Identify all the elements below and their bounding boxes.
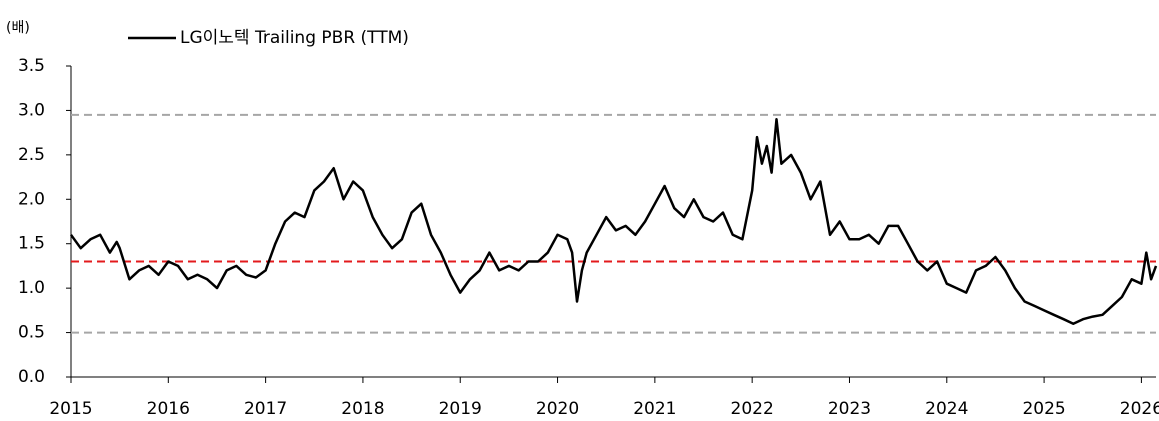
legend-label: LG이노텍 Trailing PBR (TTM) [180, 28, 409, 48]
y-tick-label: 0.0 [18, 367, 45, 387]
x-tick-label: 2023 [828, 399, 871, 419]
x-tick-label: 2024 [925, 399, 968, 419]
x-tick-label: 2021 [633, 399, 676, 419]
y-unit: (배) [6, 20, 30, 36]
x-tick-label: 2019 [439, 399, 482, 419]
y-tick-label: 0.5 [18, 323, 45, 343]
y-tick-label: 2.5 [18, 145, 45, 165]
x-tick-label: 2018 [341, 399, 384, 419]
y-tick-label: 2.0 [18, 189, 45, 209]
y-tick-label: 3.0 [18, 100, 45, 120]
x-tick-label: 2015 [49, 399, 92, 419]
y-tick-label: 1.5 [18, 234, 45, 254]
x-tick-label: 2022 [731, 399, 774, 419]
y-tick-label: 1.0 [18, 278, 45, 298]
y-tick-label: 3.5 [18, 56, 45, 76]
x-tick-label: 2025 [1022, 399, 1065, 419]
x-tick-label: 2016 [147, 399, 190, 419]
x-tick-label: 2026 [1120, 399, 1159, 419]
line [69, 118, 1158, 325]
x-tick-label: 2017 [244, 399, 287, 419]
x-tick-label: 2020 [536, 399, 579, 419]
